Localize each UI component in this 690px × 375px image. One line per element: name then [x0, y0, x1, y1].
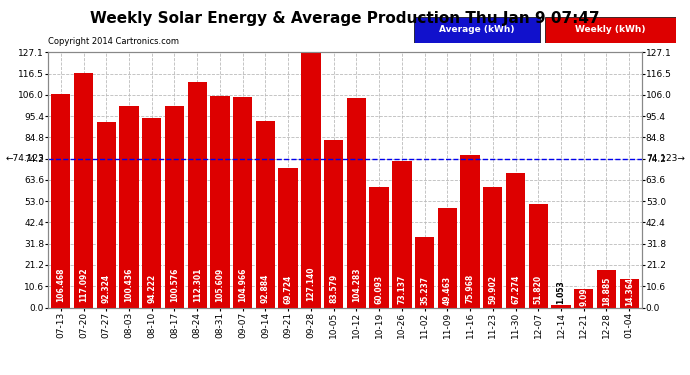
Bar [256, 121, 275, 308]
Text: Copyright 2014 Cartronics.com: Copyright 2014 Cartronics.com [48, 38, 179, 46]
FancyBboxPatch shape [545, 17, 676, 43]
Text: 18.885: 18.885 [602, 276, 611, 306]
Bar [188, 82, 207, 308]
Bar [620, 279, 639, 308]
Text: 104.966: 104.966 [238, 268, 247, 302]
Text: 35.237: 35.237 [420, 276, 429, 305]
Text: 75.968: 75.968 [466, 274, 475, 303]
Text: ←74.123: ←74.123 [6, 154, 44, 163]
Text: 105.609: 105.609 [215, 268, 224, 302]
Bar [142, 118, 161, 308]
Bar [460, 155, 480, 308]
Bar [369, 187, 388, 308]
Bar [574, 289, 593, 308]
Text: 100.436: 100.436 [124, 268, 133, 303]
Bar [233, 97, 253, 308]
Bar [506, 172, 525, 308]
Text: Weekly (kWh): Weekly (kWh) [575, 26, 646, 34]
Bar [346, 98, 366, 308]
Text: 14.364: 14.364 [624, 277, 633, 306]
Text: 127.140: 127.140 [306, 267, 315, 302]
Bar [97, 122, 116, 308]
Text: 112.301: 112.301 [193, 268, 201, 302]
Text: 60.093: 60.093 [375, 275, 384, 304]
Text: 1.053: 1.053 [557, 280, 566, 304]
Text: 104.283: 104.283 [352, 268, 361, 302]
Text: 83.579: 83.579 [329, 274, 338, 303]
Text: 9.092: 9.092 [579, 282, 588, 306]
Bar [415, 237, 434, 308]
Bar [165, 106, 184, 308]
Text: 51.820: 51.820 [534, 275, 543, 304]
Bar [529, 204, 548, 308]
Bar [324, 140, 344, 308]
Bar [551, 305, 571, 308]
FancyBboxPatch shape [414, 17, 540, 43]
Text: 69.724: 69.724 [284, 274, 293, 304]
Text: 117.092: 117.092 [79, 267, 88, 302]
Text: Weekly Solar Energy & Average Production Thu Jan 9 07:47: Weekly Solar Energy & Average Production… [90, 11, 600, 26]
Text: 67.274: 67.274 [511, 274, 520, 304]
Text: 74.123→: 74.123→ [646, 154, 684, 163]
Text: 92.324: 92.324 [102, 274, 111, 303]
Bar [51, 94, 70, 308]
Bar [210, 96, 230, 308]
Bar [392, 161, 411, 308]
Text: 92.884: 92.884 [261, 273, 270, 303]
Bar [279, 168, 298, 308]
Bar [483, 188, 502, 308]
Bar [302, 53, 321, 308]
Text: 49.463: 49.463 [443, 275, 452, 304]
Bar [437, 208, 457, 308]
Text: 106.468: 106.468 [57, 268, 66, 302]
Text: 100.576: 100.576 [170, 268, 179, 303]
Text: Average (kWh): Average (kWh) [439, 26, 515, 34]
Bar [74, 73, 93, 308]
Text: 59.902: 59.902 [489, 275, 497, 304]
Text: 73.137: 73.137 [397, 274, 406, 303]
Bar [597, 270, 616, 308]
Bar [119, 106, 139, 307]
Text: 94.222: 94.222 [147, 274, 156, 303]
